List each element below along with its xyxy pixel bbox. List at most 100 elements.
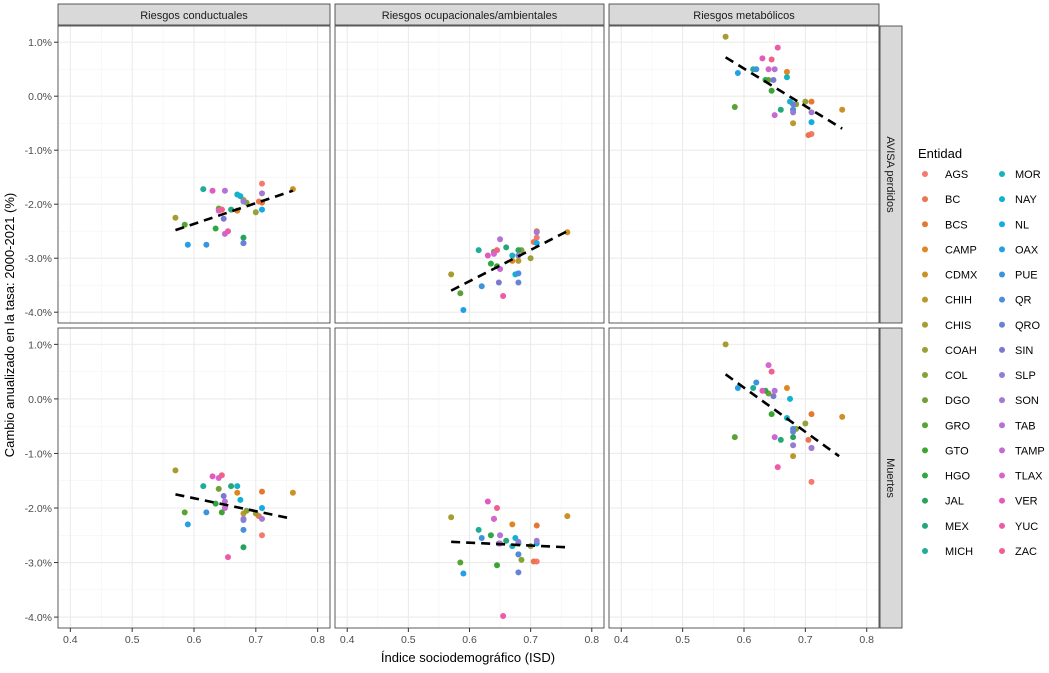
- legend-label: NAY: [1015, 194, 1037, 206]
- legend-item: MOR: [999, 169, 1041, 181]
- data-point: [515, 551, 522, 558]
- legend-label: ZAC: [1015, 546, 1037, 558]
- legend-label: JAL: [945, 496, 964, 508]
- data-point: [212, 225, 219, 232]
- data-point: [494, 562, 501, 569]
- legend-label: DGO: [945, 395, 971, 407]
- legend-key: [922, 171, 928, 177]
- facet-strip-label: Riesgos ocupacionales/ambientales: [382, 10, 558, 22]
- data-point: [768, 368, 775, 375]
- legend-key: [922, 196, 928, 203]
- legend-label: BC: [945, 194, 960, 206]
- legend-item: GRO: [922, 420, 971, 432]
- legend-key: [922, 447, 928, 454]
- facet-strip: [879, 25, 903, 324]
- x-tick-label: 0.4: [63, 634, 78, 646]
- data-point: [530, 558, 537, 565]
- data-point: [509, 252, 516, 259]
- panel-data: [722, 341, 846, 485]
- legend-label: CHIH: [945, 295, 972, 307]
- legend-key: [922, 522, 928, 529]
- data-point: [759, 387, 766, 394]
- data-point: [731, 104, 738, 110]
- legend-key: [922, 246, 928, 253]
- legend-key: [922, 497, 928, 504]
- x-tick-label: 0.4: [614, 634, 629, 646]
- legend-key: [999, 221, 1005, 228]
- legend-label: NL: [1015, 219, 1029, 231]
- y-axis-title: Cambio anualizado en la tasa: 2000-2021 …: [2, 193, 17, 458]
- panel-data: [448, 228, 571, 314]
- legend-label: GTO: [945, 445, 969, 457]
- data-point: [731, 434, 738, 441]
- legend-item: TLAX: [999, 471, 1043, 483]
- data-point: [448, 271, 455, 278]
- facet-strip: [334, 3, 605, 26]
- facet-strip: [608, 3, 880, 26]
- x-tick-label: 0.7: [249, 634, 264, 646]
- data-point: [734, 69, 741, 76]
- data-point: [240, 234, 247, 241]
- data-point: [237, 193, 244, 200]
- data-point: [200, 186, 207, 193]
- data-point: [484, 498, 491, 505]
- data-point: [225, 228, 231, 235]
- trend-line: [450, 230, 568, 292]
- data-point: [503, 537, 510, 544]
- facet-strip-label: Riesgos metabólicos: [693, 10, 795, 22]
- data-point: [448, 514, 455, 521]
- data-point: [515, 247, 522, 254]
- data-point: [497, 236, 504, 243]
- y-tick-label: 0.0%: [28, 394, 52, 406]
- data-point: [527, 255, 534, 262]
- data-point: [533, 240, 540, 247]
- data-point: [212, 500, 219, 507]
- data-point: [460, 570, 467, 577]
- panel-data: [172, 467, 296, 561]
- panel: [58, 26, 330, 323]
- data-point: [234, 483, 241, 490]
- data-point: [475, 526, 482, 533]
- legend-item: BCS: [922, 219, 968, 231]
- y-tick-label: -1.0%: [25, 448, 52, 460]
- legend-key: [999, 246, 1005, 253]
- legend-key: [922, 472, 928, 479]
- data-point: [259, 515, 265, 522]
- y-tick-label: -4.0%: [25, 307, 52, 319]
- data-point: [221, 187, 228, 194]
- data-point: [172, 214, 179, 221]
- legend-item: OAX: [999, 244, 1039, 256]
- panel-border: [608, 25, 880, 324]
- data-point: [777, 106, 784, 113]
- data-point: [802, 420, 809, 427]
- data-point: [564, 513, 571, 520]
- data-point: [221, 498, 228, 505]
- data-point: [533, 229, 540, 236]
- legend-item: COAH: [922, 345, 977, 357]
- panel-data: [722, 33, 846, 139]
- x-tick-label: 0.5: [401, 634, 416, 646]
- legend-key: [999, 321, 1005, 328]
- data-point: [203, 509, 210, 516]
- data-point: [808, 478, 815, 485]
- data-point: [209, 187, 216, 194]
- legend-key: [999, 171, 1005, 177]
- legend-label: OAX: [1015, 244, 1039, 256]
- y-tick-label: -2.0%: [25, 199, 52, 211]
- legend-label: CHIS: [945, 320, 971, 332]
- legend-key: [922, 397, 928, 404]
- legend-label: PUE: [1015, 270, 1038, 282]
- data-point: [790, 453, 797, 460]
- data-point: [203, 241, 210, 248]
- data-point: [289, 489, 296, 496]
- legend-key: [999, 522, 1005, 529]
- panel-border: [57, 25, 331, 324]
- data-point: [184, 241, 191, 248]
- legend-label: YUC: [1015, 521, 1038, 533]
- data-point: [750, 385, 757, 391]
- data-point: [515, 270, 522, 277]
- data-point: [515, 569, 522, 576]
- data-point: [753, 379, 760, 386]
- data-point: [240, 526, 247, 533]
